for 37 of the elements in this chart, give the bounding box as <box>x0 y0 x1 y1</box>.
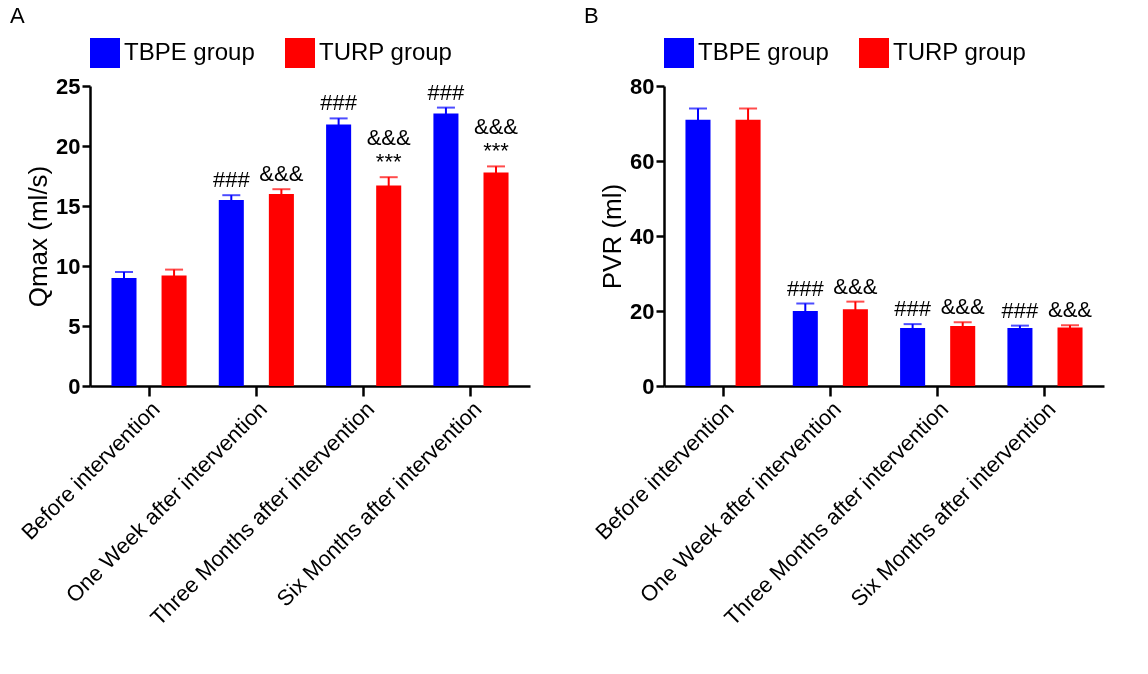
legend-label: TURP group <box>319 38 452 65</box>
annotation: &&& <box>474 114 519 140</box>
annotation: ### <box>1001 297 1040 323</box>
annotation: ### <box>212 167 251 193</box>
y-tick-label: 40 <box>630 223 655 249</box>
y-tick-label: 25 <box>56 73 81 99</box>
bar <box>268 194 294 386</box>
annotation: ### <box>427 79 466 105</box>
annotation: ### <box>320 90 358 116</box>
chart-title: A <box>10 3 25 28</box>
legend-label: TBPE group <box>124 38 255 65</box>
legend-label: TURP group <box>893 38 1026 65</box>
y-tick-label: 0 <box>68 373 81 399</box>
annotation: *** <box>375 149 402 175</box>
bar <box>433 113 459 386</box>
annotation: &&& <box>1048 297 1093 323</box>
legend-label: TBPE group <box>698 38 829 65</box>
annotation: *** <box>483 138 510 164</box>
y-axis-title: Qmax (ml/s) <box>23 165 54 308</box>
annotation: ### <box>894 296 932 322</box>
y-tick-label: 60 <box>630 148 655 174</box>
y-tick-label: 10 <box>56 253 81 279</box>
y-tick-label: 20 <box>630 298 655 324</box>
annotation: &&& <box>833 273 878 299</box>
annotation: ### <box>786 275 825 301</box>
y-tick-label: 80 <box>630 73 655 99</box>
y-tick-label: 20 <box>56 133 81 159</box>
annotation: &&& <box>940 294 986 320</box>
y-axis-title: PVR (ml) <box>597 183 628 290</box>
bar <box>161 275 187 386</box>
chart-title: B <box>584 3 599 28</box>
annotation: &&& <box>259 161 304 187</box>
y-tick-label: 5 <box>68 313 81 339</box>
annotation: &&& <box>366 125 412 151</box>
y-tick-label: 15 <box>56 193 81 219</box>
bar <box>218 200 244 386</box>
y-tick-label: 0 <box>642 373 655 399</box>
